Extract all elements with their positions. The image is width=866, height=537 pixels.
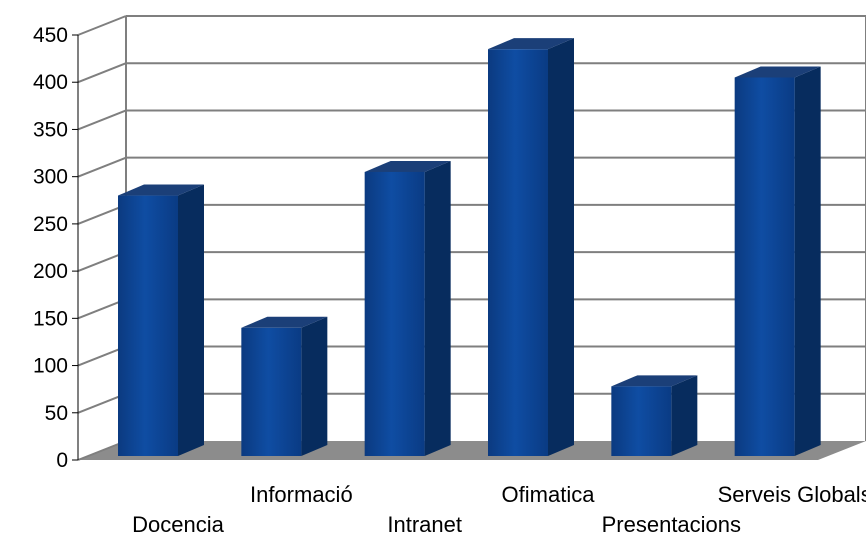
- bar-top: [734, 66, 821, 78]
- y-tick-label: 350: [33, 118, 68, 141]
- chart-labels: 0 50 100 150 200 250 300 350 400 450 Docencia Infor…: [33, 24, 866, 537]
- bar-front: [611, 386, 672, 456]
- bar-5: [611, 375, 698, 456]
- side-gridline: [77, 62, 127, 84]
- bar-side: [794, 66, 821, 456]
- bar-side: [671, 375, 698, 456]
- y-tick-label: 150: [33, 307, 68, 330]
- x-category-label: Ofimatica: [502, 482, 596, 507]
- bar-1: [118, 184, 204, 457]
- bar-top: [488, 38, 574, 50]
- x-category-label: Serveis Globals: [718, 482, 866, 507]
- y-tick-label: 50: [45, 402, 68, 425]
- bar-side: [548, 38, 574, 457]
- chart-bars: [118, 38, 821, 457]
- bar-front: [734, 77, 795, 456]
- x-category-label: Informació: [250, 482, 353, 507]
- y-tick-label: 100: [33, 355, 68, 378]
- bar-front: [118, 195, 178, 457]
- side-gridline: [77, 156, 127, 178]
- y-tick-label: 400: [33, 71, 68, 94]
- y-tick-label: 0: [56, 449, 68, 472]
- bar-side: [424, 160, 451, 456]
- bar-side: [301, 316, 328, 456]
- bar-front: [241, 327, 302, 456]
- bar-top: [241, 316, 328, 328]
- x-category-label: Docencia: [132, 512, 224, 537]
- bar-6: [734, 66, 821, 456]
- bar-top: [364, 160, 451, 172]
- bar-4: [488, 38, 574, 457]
- side-gridline: [77, 109, 127, 131]
- bar-side: [178, 184, 204, 457]
- bar-top: [118, 184, 204, 196]
- x-category-label: Presentacions: [602, 512, 741, 537]
- side-gridline: [77, 15, 127, 36]
- bar-top: [611, 375, 698, 387]
- bar-3: [364, 160, 451, 456]
- bar-front: [364, 171, 425, 456]
- y-tick-label: 250: [33, 213, 68, 236]
- x-category-label: Intranet: [387, 512, 462, 537]
- y-tick-label: 300: [33, 166, 68, 189]
- bar-2: [241, 316, 328, 456]
- y-tick-label: 200: [33, 260, 68, 283]
- y-tick-label: 450: [33, 24, 68, 47]
- bar-front: [488, 49, 548, 457]
